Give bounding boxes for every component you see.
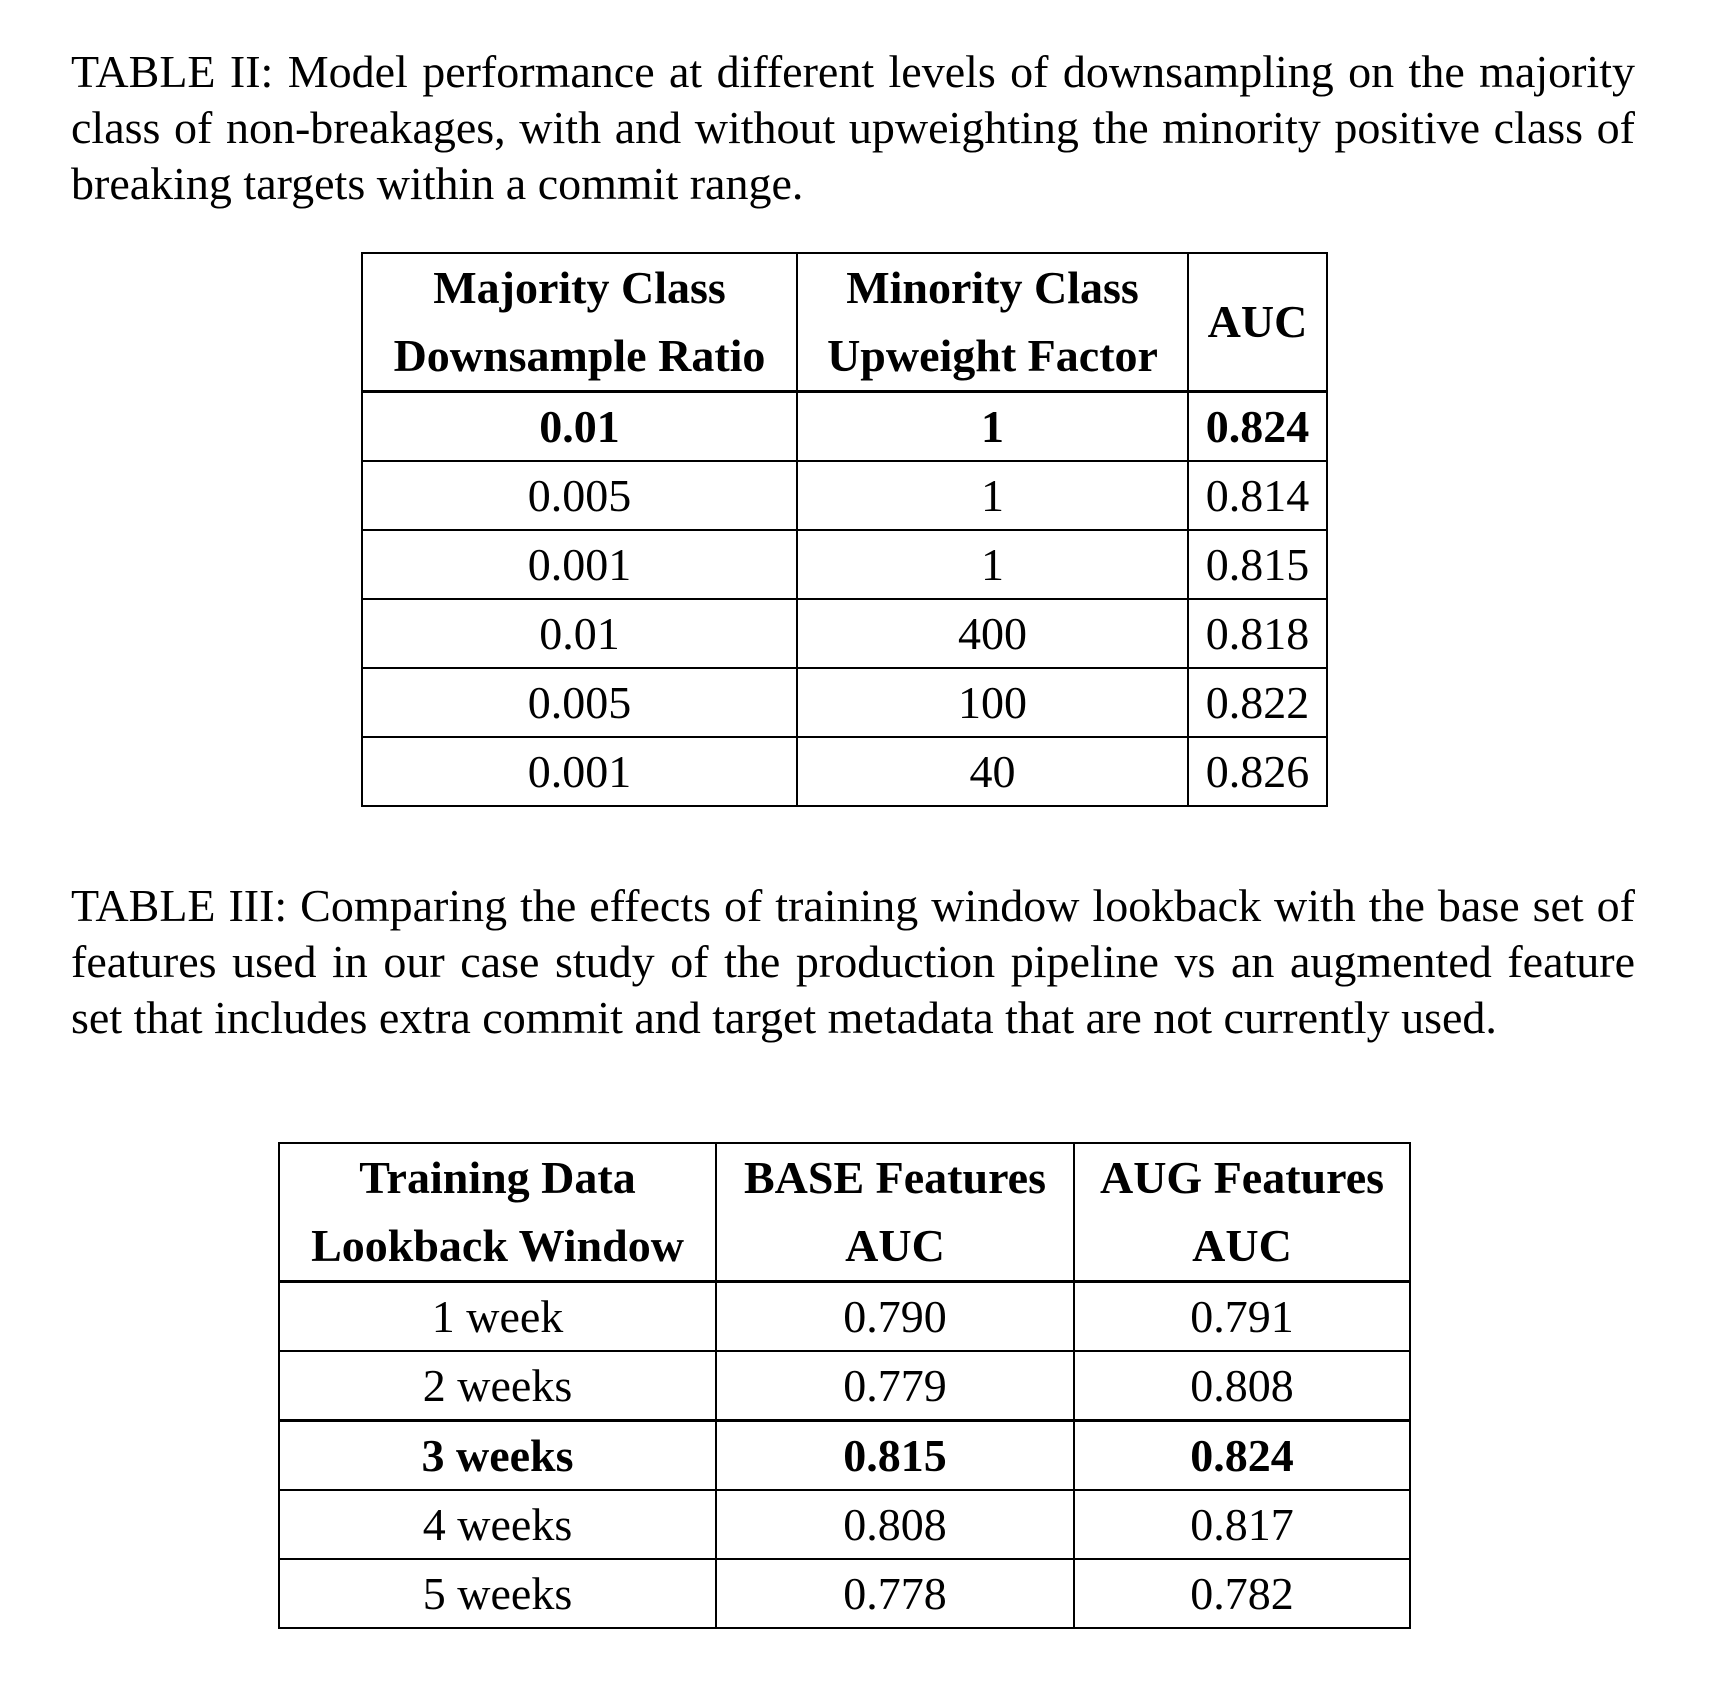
cell-base-auc: 0.808 (715, 1489, 1075, 1560)
cell-base-auc: 0.779 (715, 1350, 1075, 1422)
table-row: 0.01 1 0.824 (361, 390, 1328, 462)
header-line: AUG Features (1099, 1152, 1385, 1203)
cell-auc: 0.826 (1187, 736, 1328, 807)
cell-ratio: 0.001 (361, 736, 798, 807)
header-line: Lookback Window (311, 1220, 684, 1271)
cell-ratio: 0.001 (361, 529, 798, 600)
header-downsample-ratio: Majority Class Downsample Ratio (361, 252, 798, 393)
cell-ratio: 0.005 (361, 667, 798, 738)
cell-auc: 0.818 (1187, 598, 1328, 669)
cell-window: 3 weeks (278, 1419, 717, 1491)
cell-base-auc: 0.790 (715, 1280, 1075, 1352)
table-row: 5 weeks 0.778 0.782 (278, 1558, 1411, 1629)
cell-aug-auc: 0.791 (1073, 1280, 1411, 1352)
cell-window: 2 weeks (278, 1350, 717, 1422)
cell-window: 1 week (278, 1280, 717, 1352)
header-line: Upweight Factor (827, 330, 1158, 381)
cell-aug-auc: 0.808 (1073, 1350, 1411, 1422)
header-line: Downsample Ratio (393, 330, 766, 381)
table-row: 1 week 0.790 0.791 (278, 1280, 1411, 1352)
cell-auc: 0.822 (1187, 667, 1328, 738)
cell-base-auc: 0.815 (715, 1419, 1075, 1491)
header-aug-auc: AUG Features AUC (1073, 1142, 1411, 1283)
header-auc: AUC (1187, 252, 1328, 393)
cell-factor: 100 (796, 667, 1189, 738)
cell-window: 4 weeks (278, 1489, 717, 1560)
cell-aug-auc: 0.824 (1073, 1419, 1411, 1491)
header-base-auc: BASE Features AUC (715, 1142, 1075, 1283)
table-ii: Majority Class Downsample Ratio Minority… (361, 252, 1328, 807)
header-line: Majority Class (433, 262, 726, 313)
cell-auc: 0.815 (1187, 529, 1328, 600)
cell-factor: 1 (796, 529, 1189, 600)
table-iii: Training Data Lookback Window BASE Featu… (278, 1142, 1411, 1629)
cell-factor: 1 (796, 390, 1189, 462)
cell-ratio: 0.005 (361, 460, 798, 531)
cell-window: 5 weeks (278, 1558, 717, 1629)
header-upweight-factor: Minority Class Upweight Factor (796, 252, 1189, 393)
cell-ratio: 0.01 (361, 390, 798, 462)
cell-factor: 40 (796, 736, 1189, 807)
header-lookback-window: Training Data Lookback Window (278, 1142, 717, 1283)
header-line: Minority Class (846, 262, 1139, 313)
header-line: AUC (1192, 1220, 1292, 1271)
cell-aug-auc: 0.817 (1073, 1489, 1411, 1560)
table-row: 0.001 40 0.826 (361, 736, 1328, 807)
cell-ratio: 0.01 (361, 598, 798, 669)
header-line: AUC (845, 1220, 945, 1271)
header-line: AUC (1207, 296, 1308, 347)
cell-factor: 400 (796, 598, 1189, 669)
table-row: 0.01 400 0.818 (361, 598, 1328, 669)
table-iii-header-row: Training Data Lookback Window BASE Featu… (278, 1142, 1411, 1283)
table-row: 4 weeks 0.808 0.817 (278, 1489, 1411, 1560)
table-row: 3 weeks 0.815 0.824 (278, 1419, 1411, 1491)
cell-base-auc: 0.778 (715, 1558, 1075, 1629)
cell-factor: 1 (796, 460, 1189, 531)
table-row: 2 weeks 0.779 0.808 (278, 1350, 1411, 1422)
table-ii-caption: TABLE II: Model performance at different… (71, 46, 1635, 209)
cell-auc: 0.824 (1187, 390, 1328, 462)
cell-aug-auc: 0.782 (1073, 1558, 1411, 1629)
header-line: BASE Features (744, 1152, 1046, 1203)
cell-auc: 0.814 (1187, 460, 1328, 531)
table-iii-caption: TABLE III: Comparing the effects of trai… (71, 880, 1635, 1043)
table-ii-header-row: Majority Class Downsample Ratio Minority… (361, 252, 1328, 393)
header-line: Training Data (359, 1152, 636, 1203)
table-row: 0.001 1 0.815 (361, 529, 1328, 600)
table-row: 0.005 100 0.822 (361, 667, 1328, 738)
table-row: 0.005 1 0.814 (361, 460, 1328, 531)
